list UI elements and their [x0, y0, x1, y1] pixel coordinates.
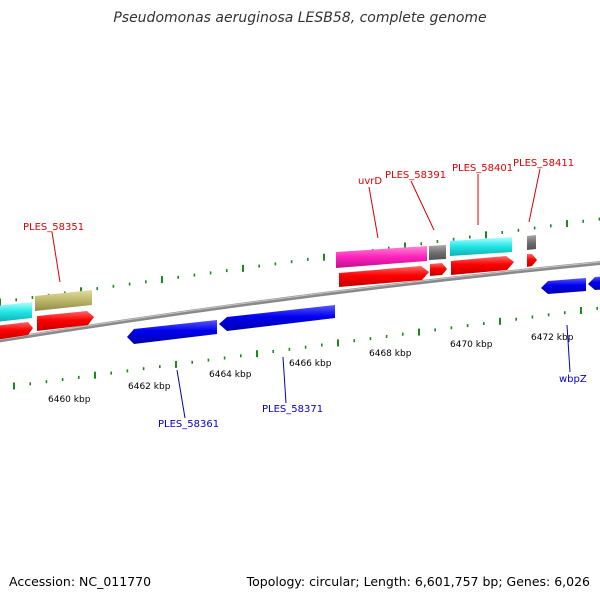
forward-features [0, 235, 537, 340]
lower-tick-track [13, 306, 599, 390]
gene-label-ples-58371[interactable]: PLES_58371 [262, 404, 323, 415]
grey-feature[interactable] [429, 245, 446, 260]
gene-label-uvrd[interactable]: uvrD [358, 176, 382, 187]
scale-label: 6466 kbp [289, 359, 332, 369]
reverse-features [127, 276, 600, 344]
scale-label: 6468 kbp [369, 349, 412, 359]
scale-label: 6460 kbp [48, 395, 91, 405]
map-title: Pseudomonas aeruginosa LESB58, complete … [113, 10, 487, 26]
cds-arrow-small[interactable] [527, 254, 537, 267]
cds-arrow[interactable] [37, 311, 94, 331]
callout-line [368, 186, 379, 239]
callout-line [528, 168, 541, 223]
accession-text: Accession: NC_011770 [9, 574, 152, 589]
khaki-feature[interactable] [35, 290, 92, 311]
cds-arrow[interactable] [339, 266, 429, 287]
uvrD-feature[interactable] [336, 246, 427, 268]
scale-label: 6464 kbp [209, 370, 252, 380]
reverse-cds-arrow[interactable] [127, 320, 217, 344]
grey-feature-small[interactable] [527, 235, 536, 250]
callout-lines [51, 168, 571, 419]
reverse-cds-arrow[interactable] [219, 305, 335, 331]
callout-line [176, 369, 186, 419]
cds-arrow[interactable] [0, 322, 33, 340]
gene-label-ples-58351[interactable]: PLES_58351 [23, 222, 84, 233]
cyan-feature[interactable] [450, 237, 512, 256]
scale-labels: 6460 kbp 6462 kbp 6464 kbp 6466 kbp 6468… [48, 333, 574, 405]
cds-arrow[interactable] [451, 256, 514, 275]
cds-arrow[interactable] [430, 263, 447, 276]
gene-label-wbpz[interactable]: wbpZ [559, 374, 587, 385]
genome-backbone-highlight [0, 261, 600, 340]
reverse-cds-arrow[interactable] [541, 278, 586, 294]
scale-label: 6470 kbp [450, 340, 493, 350]
gene-label-ples-58361[interactable]: PLES_58361 [158, 419, 219, 430]
gene-labels: PLES_58351 uvrD PLES_58391 PLES_58401 PL… [23, 158, 587, 430]
scale-label: 6462 kbp [128, 382, 171, 392]
genome-summary-text: Topology: circular; Length: 6,601,757 bp… [246, 574, 590, 589]
gene-label-ples-58411[interactable]: PLES_58411 [513, 158, 574, 169]
scale-label: 6472 kbp [531, 333, 574, 343]
gene-label-ples-58401[interactable]: PLES_58401 [452, 163, 513, 174]
genome-backbone [0, 260, 600, 343]
cyan-feature-left[interactable] [0, 302, 32, 322]
reverse-cds-arrow[interactable] [588, 276, 600, 290]
callout-line [410, 180, 435, 231]
callout-line [51, 231, 61, 283]
gene-label-ples-58391[interactable]: PLES_58391 [385, 170, 446, 181]
callout-line [566, 324, 571, 373]
callout-line [282, 356, 287, 404]
